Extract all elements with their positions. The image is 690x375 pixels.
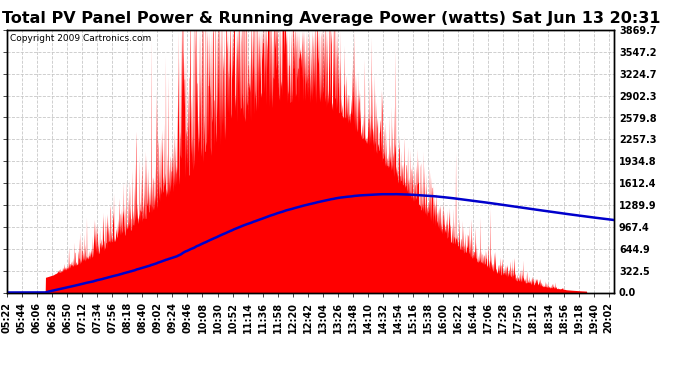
Text: Copyright 2009 Cartronics.com: Copyright 2009 Cartronics.com [10,34,151,43]
Text: Total PV Panel Power & Running Average Power (watts) Sat Jun 13 20:31: Total PV Panel Power & Running Average P… [2,11,660,26]
